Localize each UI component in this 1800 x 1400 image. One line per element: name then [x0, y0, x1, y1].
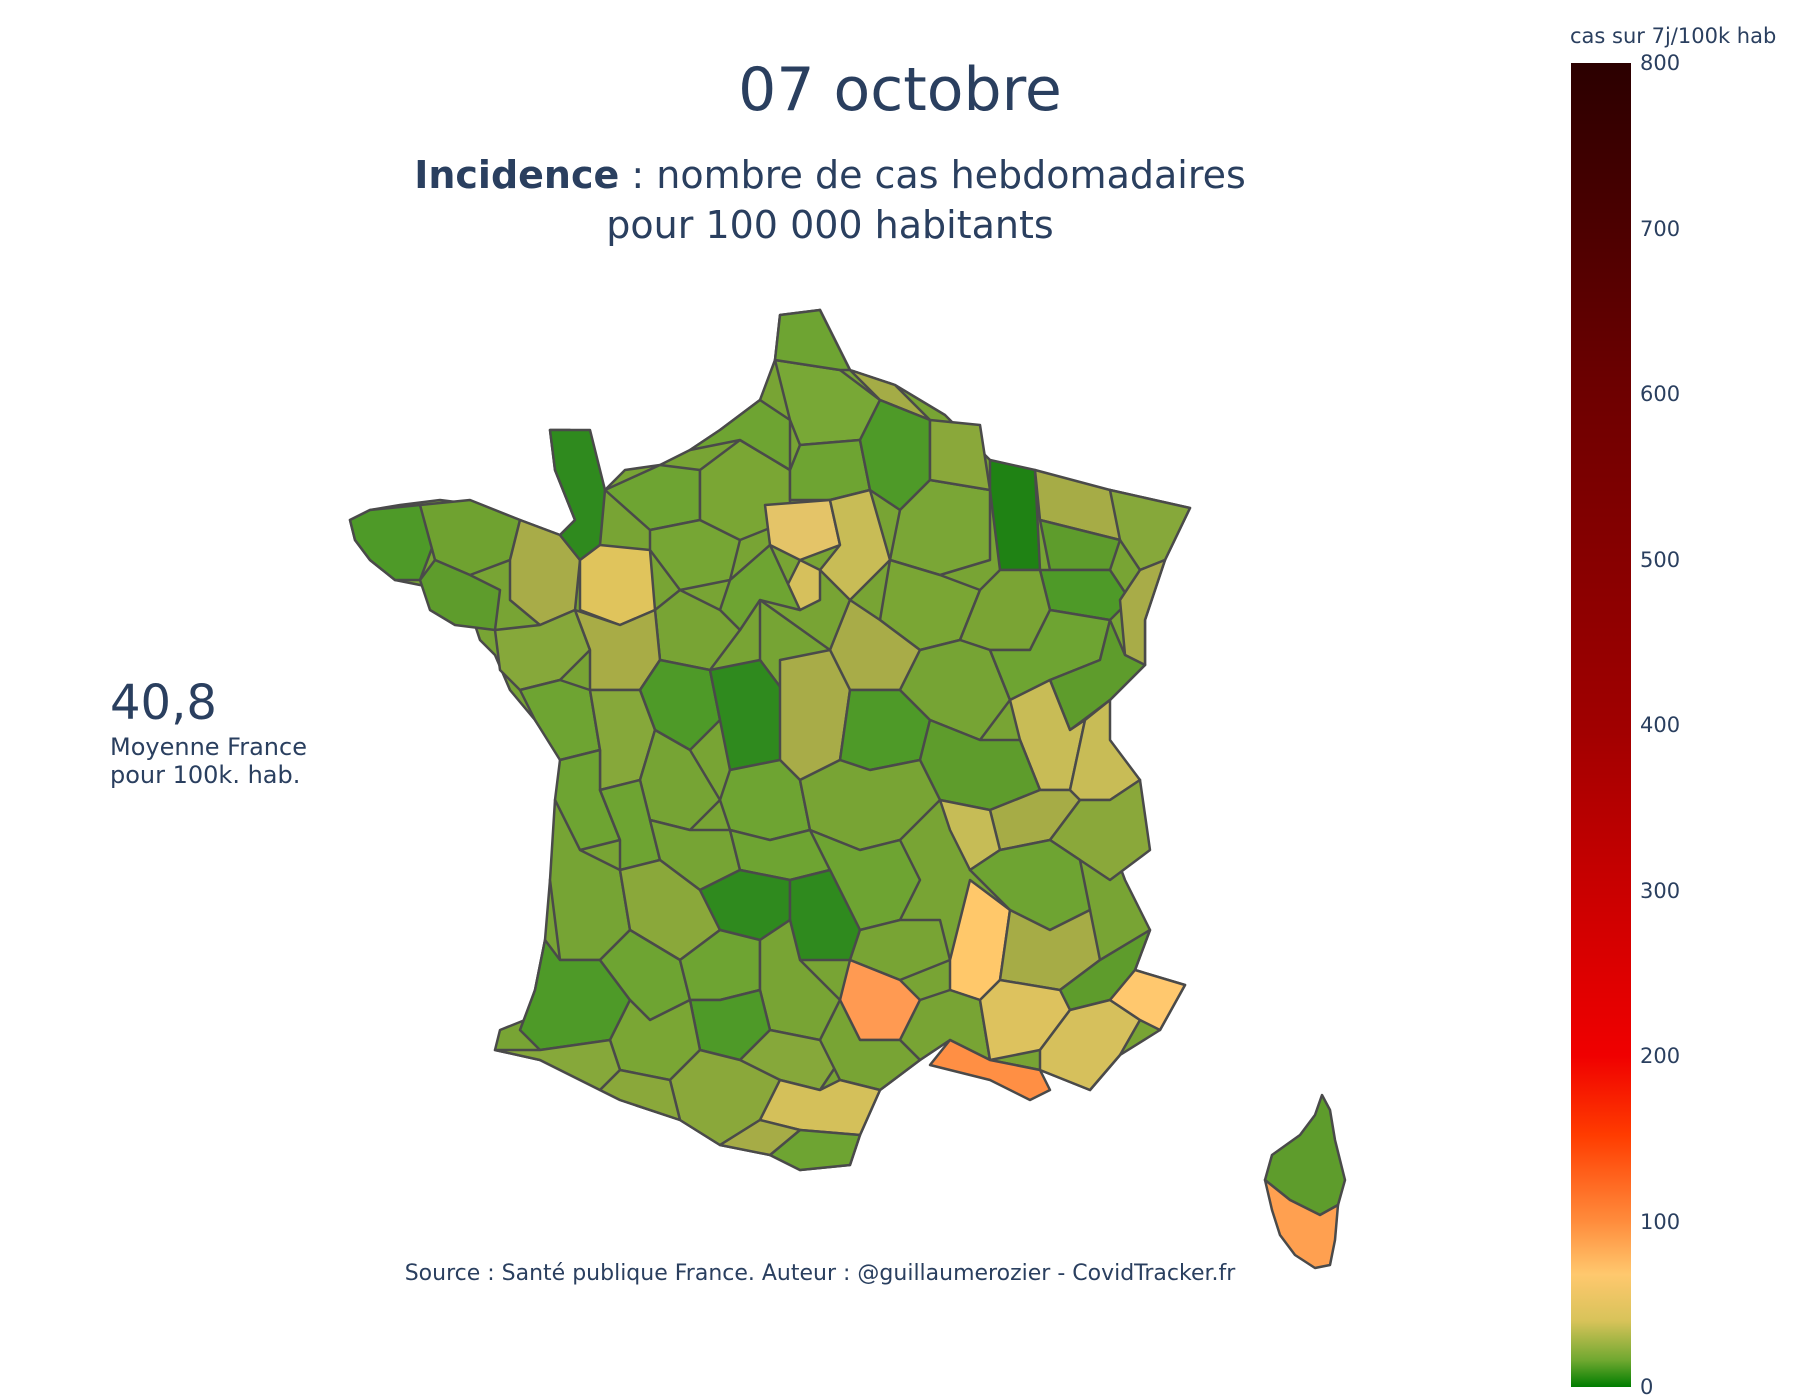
dept-corse-du-sud [1263, 1178, 1340, 1270]
colorbar-tick-100: 100 [1640, 1209, 1681, 1234]
source-note: Source : Santé publique France. Auteur :… [404, 1261, 1236, 1286]
dept-ardennes [928, 418, 992, 492]
colorbar-tick-400: 400 [1640, 713, 1681, 737]
colorbar-tick-600: 600 [1640, 382, 1681, 406]
map-title: 07 octobre [738, 55, 1062, 125]
subtitle-bold: Incidence [414, 153, 620, 197]
dept-meurthe-moselle [1038, 518, 1122, 572]
dept-vendee [518, 678, 602, 762]
dept-bouches-rhone [928, 1038, 1052, 1102]
colorbar-title: cas sur 7j/100k hab [1570, 24, 1777, 48]
colorbar-tick-200: 200 [1640, 1044, 1681, 1068]
colorbar-tick-500: 500 [1640, 547, 1681, 572]
dept-alpes-maritimes [1108, 968, 1187, 1032]
subtitle-text: : nombre de cas hebdomadaires [619, 153, 1246, 197]
average-label-line2: pour 100k. hab. [110, 761, 301, 789]
dept-oise [788, 438, 872, 502]
dept-pas-de-calais [773, 308, 852, 372]
colorbar-tick-700: 700 [1640, 216, 1681, 241]
map-subtitle: Incidence : nombre de cas hebdomadaires … [0, 150, 1660, 250]
dept-cote-or [898, 638, 1012, 742]
average-value: 40,8 [110, 675, 217, 731]
dept-morbihan [418, 558, 502, 632]
dept-loire-atlantique [493, 608, 592, 692]
dept-hautes-pyrenees [598, 1068, 682, 1122]
average-label-line1: Moyenne France [110, 733, 307, 761]
dept-mayenne [578, 543, 657, 627]
dept-val-oise-paris [763, 498, 842, 562]
dept-meuse [988, 458, 1042, 572]
dept-nord [818, 308, 932, 422]
dept-ariege [718, 1118, 802, 1157]
colorbar [1571, 63, 1631, 1387]
dept-var [1038, 998, 1142, 1092]
subtitle-line2: pour 100 000 habitants [606, 203, 1054, 247]
colorbar-tick-800: 800 [1640, 51, 1681, 75]
colorbar-tick-300: 300 [1640, 878, 1681, 903]
colorbar-tick-0: 0 [1640, 1375, 1654, 1399]
